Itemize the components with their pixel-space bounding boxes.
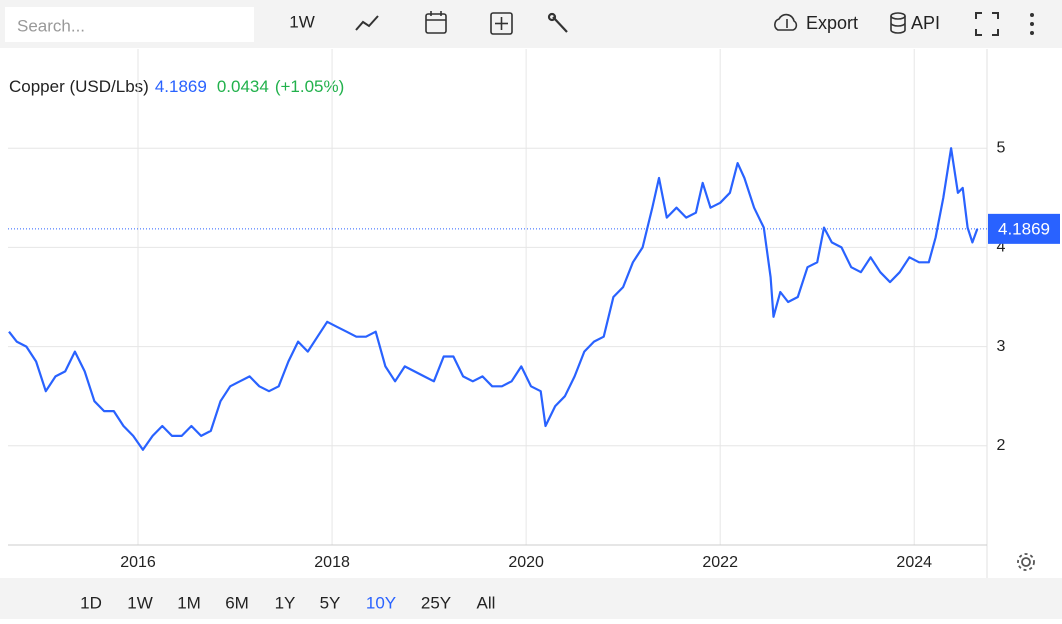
api-button[interactable]: API <box>890 12 940 34</box>
last-price-tag <box>988 213 1060 244</box>
range-button[interactable]: 5Y <box>320 593 341 612</box>
plot-area: 2 3 4 5 2016 2018 2020 2022 2024 4.1869 <box>8 49 1060 578</box>
add-indicator-icon[interactable] <box>490 12 513 35</box>
range-button[interactable]: 25Y <box>421 593 451 612</box>
range-button[interactable]: 1Y <box>275 593 296 612</box>
more-menu-icon[interactable] <box>1030 13 1034 35</box>
range-button[interactable]: 10Y <box>366 593 396 612</box>
price-line <box>8 147 979 451</box>
gear-icon[interactable] <box>1017 553 1035 571</box>
chart-type-icon[interactable] <box>355 15 379 31</box>
y-tick-label: 5 <box>997 139 1006 156</box>
price-change-percent: (+1.05%) <box>275 77 344 96</box>
range-bar <box>0 578 1062 619</box>
last-price-tag-label: 4.1869 <box>998 219 1050 238</box>
range-button[interactable]: All <box>477 593 496 612</box>
y-tick-label: 3 <box>997 338 1006 355</box>
x-tick-label: 2016 <box>120 554 156 571</box>
range-button[interactable]: 1M <box>177 593 201 612</box>
range-button[interactable]: 6M <box>225 593 249 612</box>
y-tick-label: 2 <box>997 437 1006 454</box>
x-tick-label: 2024 <box>896 554 932 571</box>
range-button[interactable]: 1D <box>80 593 102 612</box>
chart-header: Copper (USD/Lbs) 4.1869 0.0434 (+1.05%) <box>9 77 344 96</box>
export-label: Export <box>806 13 858 33</box>
x-tick-label: 2018 <box>314 554 350 571</box>
range-button[interactable]: 1W <box>127 593 153 612</box>
settings-wrench-icon[interactable] <box>547 12 568 33</box>
y-tick-label: 4 <box>997 239 1006 256</box>
x-tick-label: 2022 <box>702 554 738 571</box>
export-button[interactable]: Export <box>774 13 858 33</box>
range-buttons: 1D 1W 1M 6M 1Y 5Y 10Y 25Y All <box>80 593 495 612</box>
price-change: 0.0434 <box>217 77 269 96</box>
api-label: API <box>911 13 940 33</box>
x-tick-label: 2020 <box>508 554 544 571</box>
calendar-icon[interactable] <box>425 11 447 34</box>
chart-title: Copper (USD/Lbs) <box>9 77 149 96</box>
fullscreen-icon[interactable] <box>975 12 999 36</box>
search-placeholder: Search... <box>17 16 85 35</box>
last-price: 4.1869 <box>155 77 207 96</box>
interval-button[interactable]: 1W <box>289 12 315 31</box>
search-box[interactable] <box>5 7 254 42</box>
